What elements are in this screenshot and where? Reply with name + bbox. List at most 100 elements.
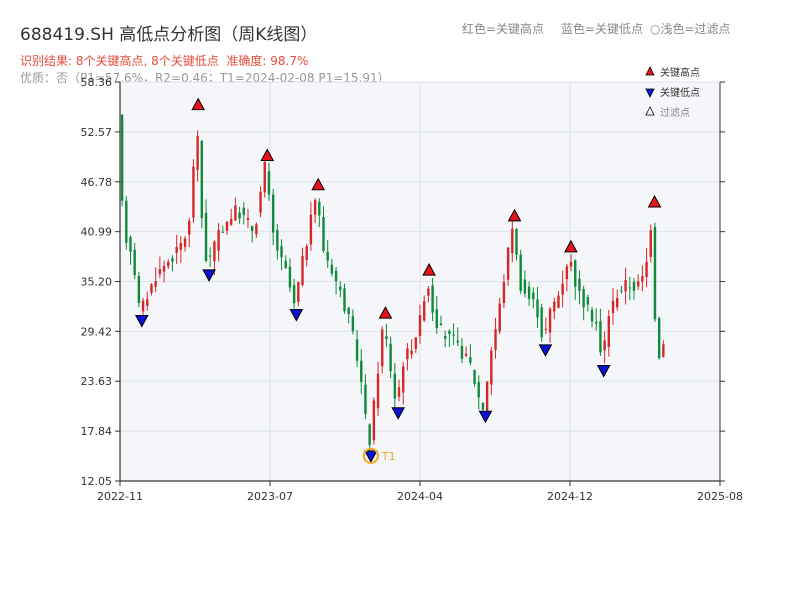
y-tick-label: 29.42 (81, 325, 113, 338)
t1-ring (362, 447, 379, 464)
candle-body (196, 136, 199, 170)
key-low-marker (596, 365, 611, 378)
candle-body (519, 254, 522, 291)
candles-group (120, 113, 665, 455)
candle-body (603, 340, 606, 351)
candle-body (309, 214, 313, 245)
candle-body (506, 247, 510, 280)
candle-body (318, 201, 321, 216)
candle-body (616, 298, 619, 308)
candle-body (141, 300, 145, 312)
candle-body (620, 290, 623, 292)
legend-high-marker (645, 66, 655, 76)
y-tick-label: 23.63 (81, 375, 113, 388)
candle-body (167, 261, 170, 267)
candle-body (628, 287, 631, 289)
candle-body (381, 329, 384, 367)
key-low-marker (202, 269, 216, 282)
t1-label: T1 (381, 450, 396, 463)
candle-body (624, 280, 627, 292)
candle-body (595, 321, 598, 324)
candle-body (213, 241, 216, 262)
candle-body (599, 321, 602, 353)
candle-body (347, 307, 350, 315)
candle-body (410, 350, 413, 355)
candle-body (540, 307, 543, 338)
candle-body (200, 140, 204, 219)
candle-body (238, 212, 241, 219)
candle-body (209, 255, 212, 257)
legend-filtered-label: 过滤点 (660, 106, 690, 119)
candle-body (146, 299, 149, 306)
candle-body (402, 366, 405, 393)
candle-body (288, 266, 292, 288)
candle-body (414, 337, 418, 349)
candle-body (313, 199, 317, 215)
candle-body (481, 402, 485, 410)
candle-body (343, 288, 346, 312)
candle-body (544, 328, 548, 330)
key-high-marker (647, 194, 662, 208)
x-tick-label: 2022-11 (97, 490, 143, 503)
key-low-marker (391, 407, 406, 420)
candle-body (376, 373, 380, 409)
y-tick-label: 40.99 (81, 226, 113, 239)
candle-body (271, 194, 275, 233)
candle-body (292, 285, 296, 304)
candle-body (532, 292, 535, 300)
key-low-marker (364, 450, 378, 463)
candle-body (242, 207, 245, 215)
candle-body (448, 330, 451, 334)
legend-high-label: 关键高点 (660, 66, 700, 79)
key-high-marker (564, 239, 578, 253)
key-high-marker (507, 208, 522, 222)
candle-body (494, 329, 497, 350)
candle-body (246, 218, 250, 220)
accuracy-label: 准确度: 98.7% (226, 54, 309, 68)
candle-body (611, 300, 615, 314)
candle-body (125, 200, 128, 243)
key-high-marker (378, 306, 393, 319)
candle-body (171, 258, 174, 262)
key-high-marker (311, 177, 326, 191)
candle-body (645, 261, 648, 277)
candle-body (565, 266, 569, 280)
candle-body (662, 344, 665, 357)
candle-body (217, 229, 220, 251)
x-tick-label: 2024-04 (397, 490, 443, 503)
candle-body (280, 246, 283, 258)
candle-body (129, 237, 132, 252)
candle-body (578, 278, 581, 291)
candle-body (276, 230, 279, 251)
candle-body (632, 282, 636, 291)
candle-body (653, 227, 657, 320)
candle-body (561, 283, 564, 295)
candle-body (523, 279, 527, 294)
candle-body (557, 295, 560, 308)
candle-body (162, 265, 166, 272)
candle-body (137, 276, 141, 304)
y-tick-label: 12.05 (81, 475, 113, 488)
candle-body (393, 373, 397, 399)
candle-body (439, 323, 443, 325)
candle-body (418, 315, 422, 337)
candle-body (175, 247, 178, 253)
candle-body (490, 350, 493, 385)
candle-body (263, 161, 266, 193)
candle-body (397, 387, 401, 397)
candle-body (355, 339, 359, 361)
axes-group: 12.05 17.84 23.63 29.42 35.20 40.99 46.78 52.57… (81, 76, 743, 503)
legend-filtered-marker (645, 106, 655, 116)
candle-body (301, 256, 304, 285)
candle-body (427, 288, 430, 296)
candle-body (351, 316, 355, 332)
y-tick-label: 17.84 (81, 425, 113, 438)
key-high-marker (422, 263, 436, 276)
candle-body (456, 340, 459, 343)
legend-low-label: 关键低点 (660, 86, 700, 99)
candle-body (574, 260, 577, 287)
key-low-marker (538, 344, 553, 357)
candle-body (225, 221, 229, 231)
